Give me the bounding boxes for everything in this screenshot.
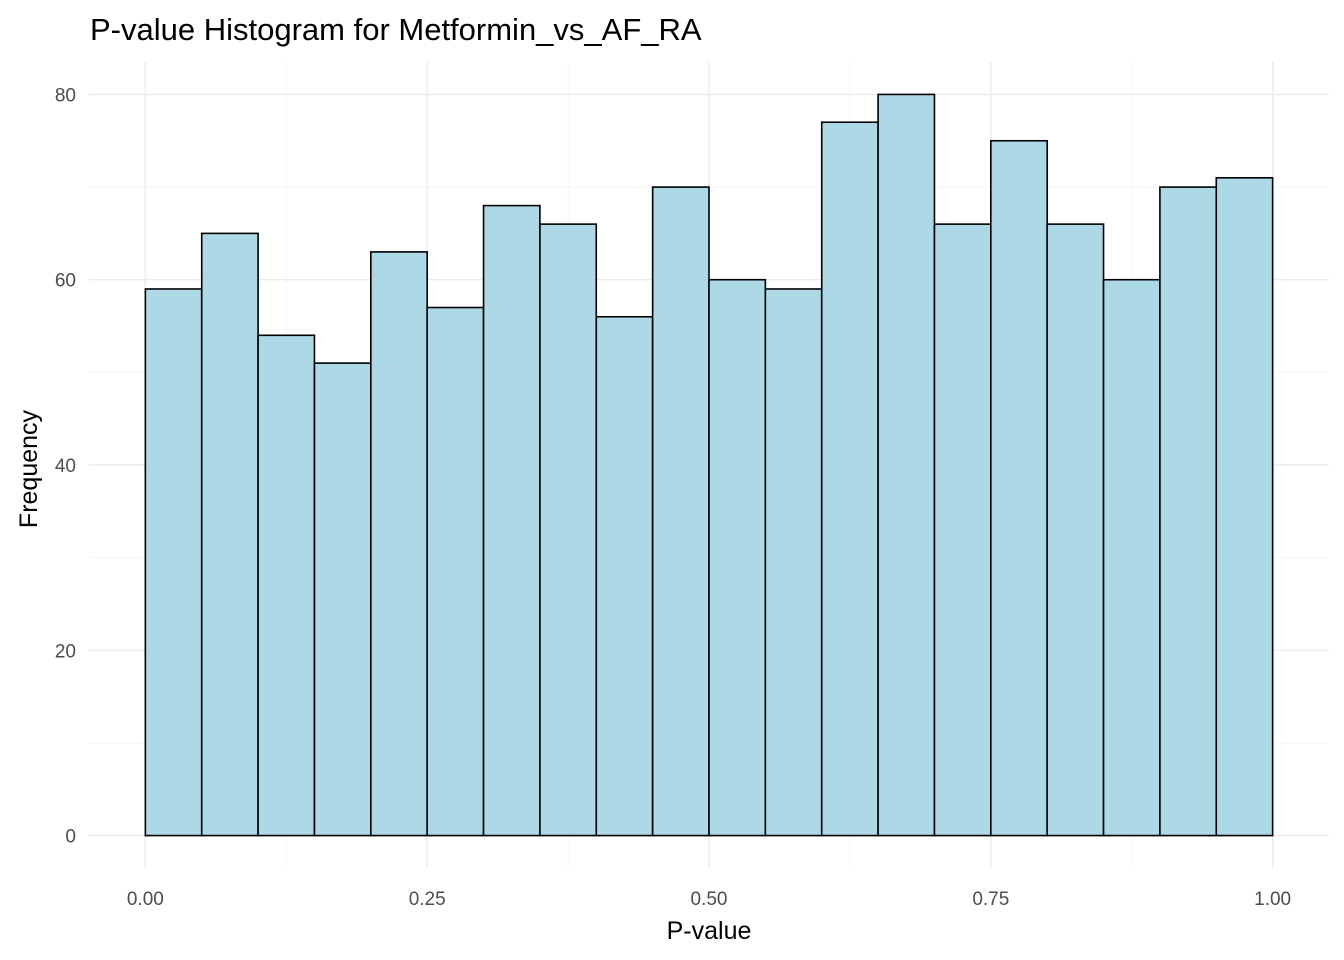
histogram-bar [1046, 223, 1105, 837]
x-axis-tick-labels: 0.00 0.25 0.50 0.75 1.00 [127, 889, 1291, 910]
x-tick-label: 1.00 [1254, 889, 1291, 910]
histogram-bar [708, 278, 767, 837]
x-tick-label: 0.25 [409, 889, 446, 910]
histogram-bar [539, 223, 598, 837]
histogram-bar [313, 362, 372, 837]
histogram-bar [820, 121, 879, 837]
chart-title: P-value Histogram for Metformin_vs_AF_RA [90, 12, 702, 47]
x-tick-label: 0.00 [127, 889, 164, 910]
histogram-bars [144, 93, 1274, 837]
histogram-bar [482, 204, 541, 837]
histogram-bar [764, 288, 823, 837]
y-tick-label: 80 [55, 85, 76, 106]
y-tick-label: 20 [55, 641, 76, 662]
x-tick-label: 0.50 [691, 889, 728, 910]
histogram-bar [1159, 186, 1218, 837]
histogram-bar [1215, 177, 1274, 837]
histogram-bar [257, 334, 316, 837]
y-tick-label: 60 [55, 271, 76, 292]
y-tick-label: 0 [65, 827, 76, 848]
y-tick-label: 40 [55, 456, 76, 477]
histogram-bar [990, 139, 1048, 837]
histogram-bar [1102, 278, 1161, 837]
histogram-bar [200, 232, 259, 837]
histogram-bar [595, 315, 654, 837]
histogram-bar [933, 223, 992, 837]
y-axis-tick-labels: 0 20 40 60 80 [55, 85, 76, 847]
histogram-bar [426, 306, 485, 837]
histogram-bar [651, 186, 710, 837]
x-axis-label: P-value [667, 917, 752, 945]
y-axis-label: Frequency [15, 409, 43, 528]
histogram-bar [144, 288, 203, 837]
histogram-bar [370, 251, 428, 837]
histogram-bar [877, 93, 936, 837]
x-tick-label: 0.75 [972, 889, 1009, 910]
